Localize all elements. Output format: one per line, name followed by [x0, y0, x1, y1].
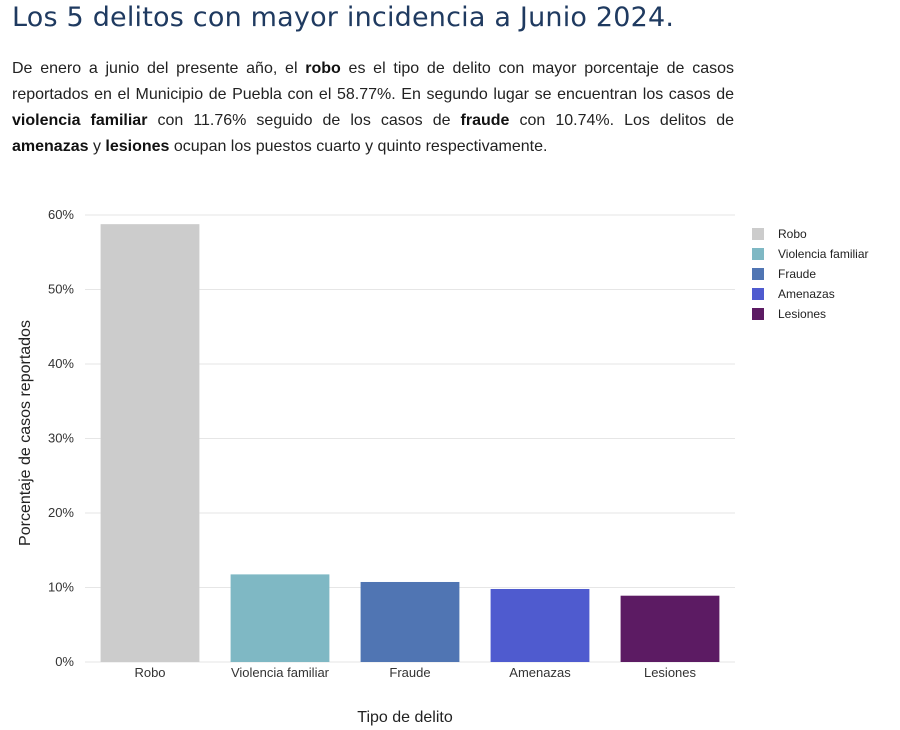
legend-entry[interactable]: Robo [778, 227, 807, 241]
x-tick-label: Amenazas [509, 665, 571, 680]
desc-text-5: y [88, 138, 106, 155]
legend-swatch[interactable] [752, 268, 764, 280]
desc-text-2: es el tipo de delito con mayor porcentaj… [12, 60, 734, 103]
y-tick-label: 40% [48, 356, 74, 371]
bar-amenazas[interactable] [490, 588, 590, 662]
desc-bold-amenazas: amenazas [12, 138, 89, 155]
y-tick-label: 20% [48, 505, 74, 520]
x-tick-label: Lesiones [644, 665, 697, 680]
bars [100, 224, 720, 662]
bar-fraude[interactable] [360, 581, 460, 662]
legend-entry[interactable]: Amenazas [778, 287, 835, 301]
legend-swatch[interactable] [752, 248, 764, 260]
desc-text-4: con 10.74%. Los delitos de [509, 112, 735, 129]
desc-bold-violencia-familiar: violencia familiar [12, 112, 148, 129]
description-paragraph: De enero a junio del presente año, el ro… [12, 56, 734, 160]
bar-robo[interactable] [100, 224, 200, 662]
legend-entry[interactable]: Violencia familiar [778, 247, 869, 261]
desc-text-1: De enero a junio del presente año, el [12, 60, 306, 77]
x-tick-label: Robo [134, 665, 165, 680]
y-tick-labels: 0% 10% 20% 30% 40% 50% 60% [48, 207, 74, 669]
y-axis-title: Porcentaje de casos reportados [17, 320, 34, 546]
page-title: Los 5 delitos con mayor incidencia a Jun… [12, 2, 675, 33]
y-tick-label: 30% [48, 431, 74, 446]
desc-bold-fraude: fraude [460, 112, 510, 129]
x-tick-label: Fraude [389, 665, 430, 680]
x-tick-label: Violencia familiar [231, 665, 330, 680]
legend[interactable]: Robo Violencia familiar Fraude Amenazas Lesi… [752, 227, 869, 321]
legend-entry[interactable]: Lesiones [778, 307, 826, 321]
x-tick-labels: Robo Violencia familiar Fraude Amenazas Lesi… [134, 665, 696, 680]
y-tick-label: 0% [55, 654, 74, 669]
desc-text-6: ocupan los puestos cuarto y quinto respe… [169, 138, 548, 155]
x-axis-title: Tipo de delito [357, 709, 453, 726]
y-tick-label: 10% [48, 580, 74, 595]
desc-bold-robo: robo [305, 60, 341, 77]
legend-swatch[interactable] [752, 288, 764, 300]
desc-bold-lesiones: lesiones [105, 138, 170, 155]
y-tick-label: 50% [48, 282, 74, 297]
y-tick-label: 60% [48, 207, 74, 222]
bar-violencia-familiar[interactable] [230, 574, 330, 662]
desc-text-3: con 11.76% seguido de los casos de [147, 112, 461, 129]
legend-entry[interactable]: Fraude [778, 267, 816, 281]
bar-lesiones[interactable] [620, 595, 720, 662]
legend-swatch[interactable] [752, 228, 764, 240]
legend-swatch[interactable] [752, 308, 764, 320]
